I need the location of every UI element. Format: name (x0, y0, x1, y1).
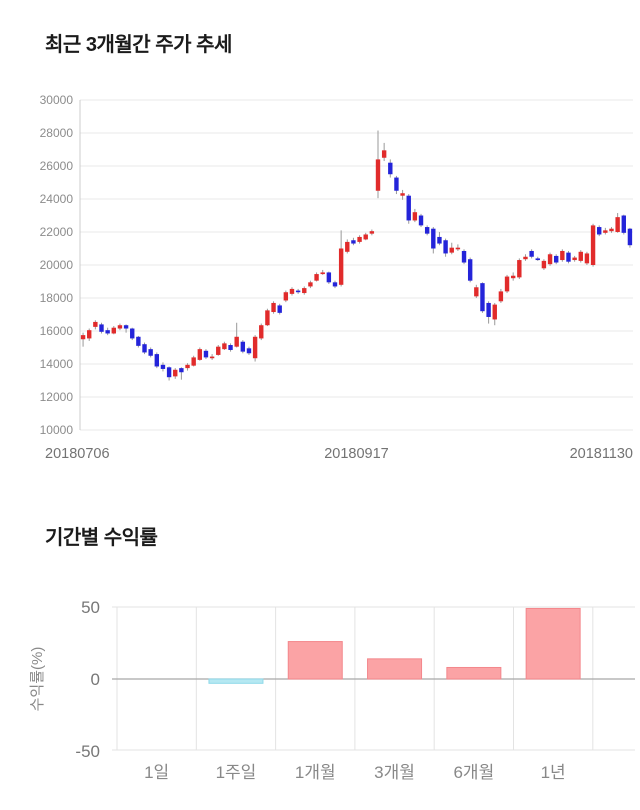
svg-text:14000: 14000 (40, 357, 74, 371)
svg-text:28000: 28000 (40, 126, 74, 140)
svg-text:12000: 12000 (40, 390, 74, 404)
svg-text:18000: 18000 (40, 291, 74, 305)
svg-text:26000: 26000 (40, 159, 74, 173)
svg-text:24000: 24000 (40, 192, 74, 206)
svg-text:6개월: 6개월 (453, 763, 494, 782)
svg-text:1주일: 1주일 (216, 763, 257, 782)
svg-text:20000: 20000 (40, 258, 74, 272)
price-chart-title: 최근 3개월간 주가 추세 (45, 34, 232, 56)
svg-text:22000: 22000 (40, 225, 74, 239)
svg-text:1일: 1일 (144, 763, 169, 782)
svg-text:50: 50 (81, 598, 100, 617)
svg-text:20181130: 20181130 (570, 446, 633, 462)
svg-text:1년: 1년 (541, 763, 566, 782)
svg-text:3개월: 3개월 (374, 763, 415, 782)
svg-text:10000: 10000 (40, 423, 74, 437)
svg-text:-50: -50 (75, 742, 100, 761)
svg-text:30000: 30000 (40, 93, 74, 107)
svg-text:1개월: 1개월 (295, 763, 336, 782)
svg-text:20180917: 20180917 (324, 446, 389, 462)
svg-text:수익률(%): 수익률(%) (29, 647, 46, 712)
svg-text:20180706: 20180706 (45, 446, 110, 462)
price-candlestick-chart: 30000 28000 26000 24000 22000 20000 18000 16000… (40, 93, 633, 462)
svg-text:16000: 16000 (40, 324, 74, 338)
returns-chart-title: 기간별 수익률 (45, 527, 158, 549)
svg-text:0: 0 (91, 670, 100, 689)
returns-bar-chart: 50 0 -50 1일 1주일 1개월 3개월 6개월 1년 수익률(%) (29, 598, 635, 782)
